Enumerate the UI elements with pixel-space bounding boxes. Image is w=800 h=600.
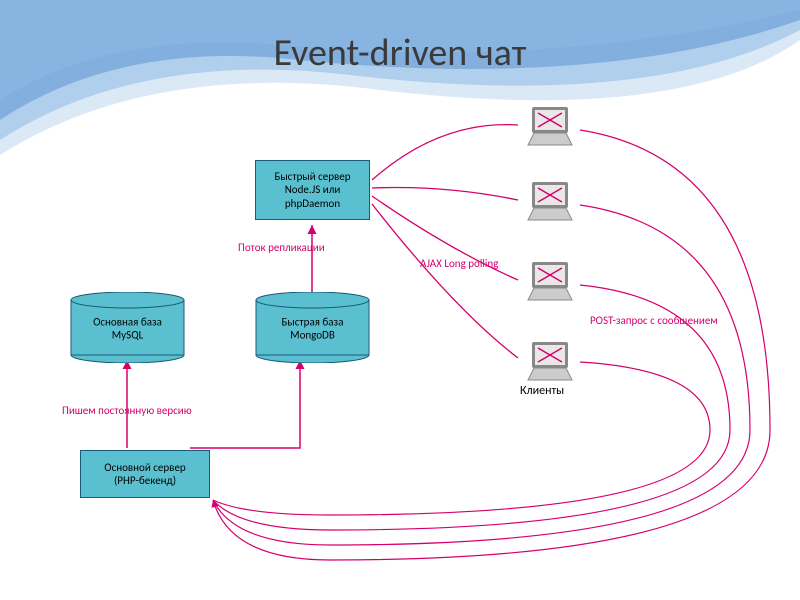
label-ajax-polling: AJAX Long polling	[420, 258, 498, 270]
node-fast-server: Быстрый серверNode.JS илиphpDaemon	[255, 160, 370, 220]
client-laptop-icon	[520, 260, 580, 305]
client-laptop-icon	[520, 340, 580, 385]
slide-title: Event-driven чат	[0, 30, 800, 76]
node-php-server: Основной сервер(РНР-бекенд)	[80, 450, 210, 498]
client-laptop-icon	[520, 105, 580, 150]
background-swoosh	[0, 0, 800, 180]
label-write-permanent: Пишем постоянную версию	[62, 405, 192, 417]
node-mongo-cylinder: Быстрая базаMongoDB	[255, 292, 370, 363]
client-laptop-icon	[520, 180, 580, 225]
label-clients: Клиенты	[520, 385, 564, 398]
label-replication: Поток репликации	[238, 242, 325, 254]
svg-text:Быстрая базаMongoDB: Быстрая базаMongoDB	[282, 316, 344, 342]
node-mysql-cylinder: Основная базаMySQL	[70, 292, 185, 363]
label-post-request: POST-запрос с сообщением	[590, 315, 718, 327]
